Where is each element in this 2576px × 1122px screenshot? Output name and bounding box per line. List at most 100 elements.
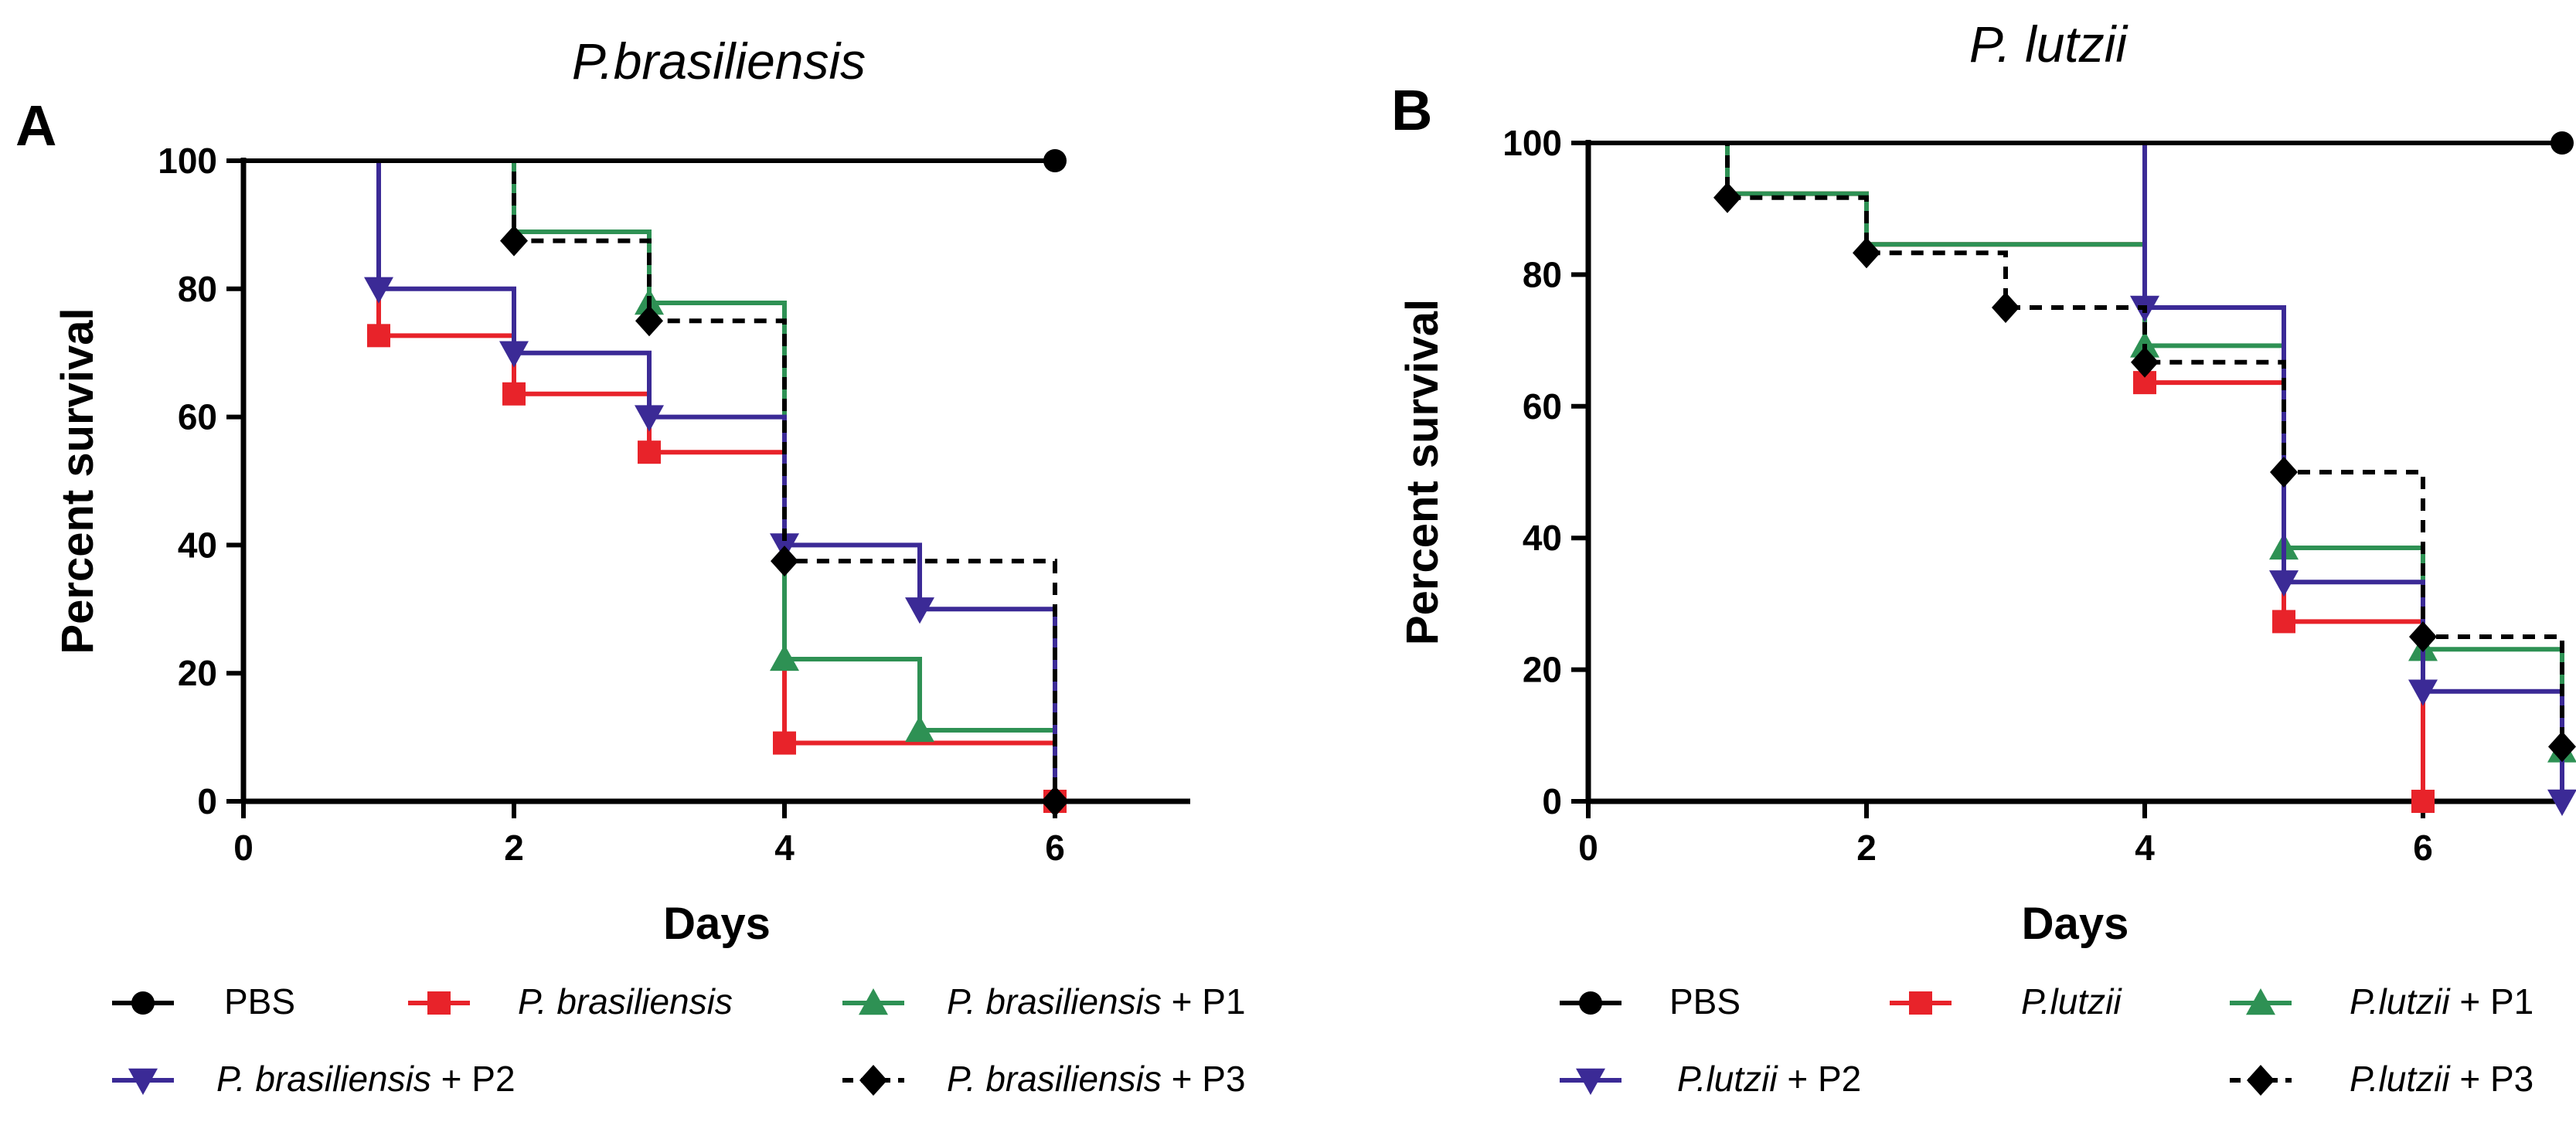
data-point (773, 731, 796, 755)
data-point (635, 405, 664, 432)
data-point (2269, 570, 2299, 597)
legend-item: P.lutzii (1890, 981, 2122, 1022)
legend-label-species: P. brasiliensis (947, 981, 1162, 1022)
series-line (1588, 141, 2564, 747)
data-point (502, 382, 526, 406)
y-tick-label: 40 (1523, 518, 1562, 558)
legend-label: P. brasiliensis + P1 (947, 981, 1246, 1022)
data-point (2270, 457, 2298, 488)
legend: PBS P.lutzii P.lutzii + P1P.lutzii + P2 P.l… (1560, 981, 2533, 1099)
legend-item: P.lutzii + P2 (1560, 1059, 1861, 1099)
legend-marker (859, 1065, 887, 1096)
data-point (2411, 790, 2435, 813)
x-tick-label: 2 (504, 828, 524, 868)
legend-label: P.lutzii (2021, 981, 2122, 1022)
data-point (2408, 679, 2438, 706)
legend-label-species: P.lutzii (2350, 981, 2451, 1022)
legend-marker (859, 988, 888, 1015)
series-2 (1588, 141, 2576, 763)
axes (240, 158, 1190, 804)
series-line (243, 158, 1057, 801)
data-point (771, 546, 798, 577)
data-point (2131, 346, 2159, 378)
legend-label: P.lutzii + P1 (2350, 981, 2533, 1022)
series-3 (1588, 141, 2576, 816)
legend-marker (2247, 1065, 2275, 1096)
y-tick-label: 100 (158, 141, 217, 181)
legend-label-species: P.lutzii (2021, 981, 2122, 1022)
data-point (1992, 292, 2020, 323)
axes (1585, 140, 2562, 804)
chart-panel-b: P. lutzii B 0 20 40 60 80 100 0 2 4 6 Days Percent su… (1391, 15, 2576, 1099)
legend-label-species: P. brasiliensis (947, 1059, 1162, 1099)
legend-label-suffix: + P2 (431, 1059, 516, 1099)
data-point (770, 644, 799, 672)
legend-label-species: P.lutzii (1677, 1059, 1778, 1099)
x-tick-label: 2 (1856, 828, 1877, 868)
legend-item: P.lutzii + P3 (2230, 1059, 2533, 1099)
y-tick-label: 0 (1542, 781, 1562, 821)
y-tick-label: 80 (178, 269, 217, 309)
data-point (2550, 131, 2574, 155)
x-tick-label: 6 (2413, 828, 2433, 868)
legend-marker (2246, 988, 2275, 1015)
data-point (2548, 731, 2576, 763)
y-tick-label: 60 (178, 397, 217, 437)
x-tick-label: 4 (2135, 828, 2155, 868)
data-point (905, 715, 934, 743)
legend-marker (131, 991, 155, 1015)
data-point (1043, 149, 1067, 172)
data-point (1853, 237, 1880, 269)
x-axis-title: Days (663, 899, 771, 949)
legend-label-species: P. brasiliensis (518, 981, 733, 1022)
legend-marker (128, 1068, 158, 1095)
legend-item: P. brasiliensis + P3 (842, 1059, 1246, 1099)
y-axis-title: Percent survival (53, 308, 103, 654)
legend-item: P. brasiliensis + P2 (112, 1059, 516, 1099)
legend-marker (1576, 1068, 1605, 1095)
chart-title: P.brasiliensis (572, 32, 866, 90)
y-tick-label: 20 (178, 653, 217, 693)
y-tick-label: 40 (178, 525, 217, 565)
legend: PBS P. brasiliensis P. brasiliensis + P1P.… (112, 981, 1246, 1099)
legend-label: P.lutzii + P3 (2350, 1059, 2533, 1099)
legend-label: P. brasiliensis + P2 (216, 1059, 516, 1099)
legend-marker (427, 991, 451, 1015)
series-0 (1588, 131, 2574, 155)
y-tick-label: 0 (197, 781, 217, 821)
data-point (2547, 789, 2576, 816)
x-axis-title: Days (2022, 899, 2129, 949)
legend-label-suffix: + P3 (1162, 1059, 1246, 1099)
data-point (367, 324, 390, 348)
legend-item: PBS (1560, 981, 1741, 1022)
data-point (499, 341, 529, 368)
legend-label-species: P.lutzii (2350, 1059, 2451, 1099)
legend-label-suffix: + P1 (2450, 981, 2534, 1022)
x-tick-label: 0 (233, 828, 254, 868)
legend-item: P. brasiliensis (408, 981, 733, 1022)
data-point (2272, 610, 2295, 634)
y-tick-label: 80 (1523, 254, 1562, 294)
series-4 (1588, 141, 2576, 763)
legend-label: PBS (1669, 981, 1741, 1022)
data-point (905, 597, 934, 624)
x-tick-label: 6 (1045, 828, 1065, 868)
legend-label-suffix: + P3 (2450, 1059, 2534, 1099)
chart-panel-a: P.brasiliensis A 0 20 40 60 80 100 0 2 4 6 Days Perce… (15, 32, 1246, 1099)
y-tick-label: 100 (1502, 123, 1562, 163)
legend-item: PBS (112, 981, 295, 1022)
panel-letter: B (1391, 78, 1432, 142)
y-tick-label: 60 (1523, 386, 1562, 427)
legend-label: P.lutzii + P2 (1677, 1059, 1861, 1099)
data-point (638, 440, 661, 464)
legend-marker (1579, 991, 1602, 1015)
series-line (243, 158, 1057, 801)
data-point (2409, 621, 2437, 652)
series-4 (243, 158, 1069, 817)
data-point (1713, 182, 1741, 213)
legend-marker (1909, 991, 1932, 1015)
x-tick-label: 4 (774, 828, 795, 868)
y-tick-label: 20 (1523, 650, 1562, 690)
panel-letter: A (15, 94, 56, 158)
